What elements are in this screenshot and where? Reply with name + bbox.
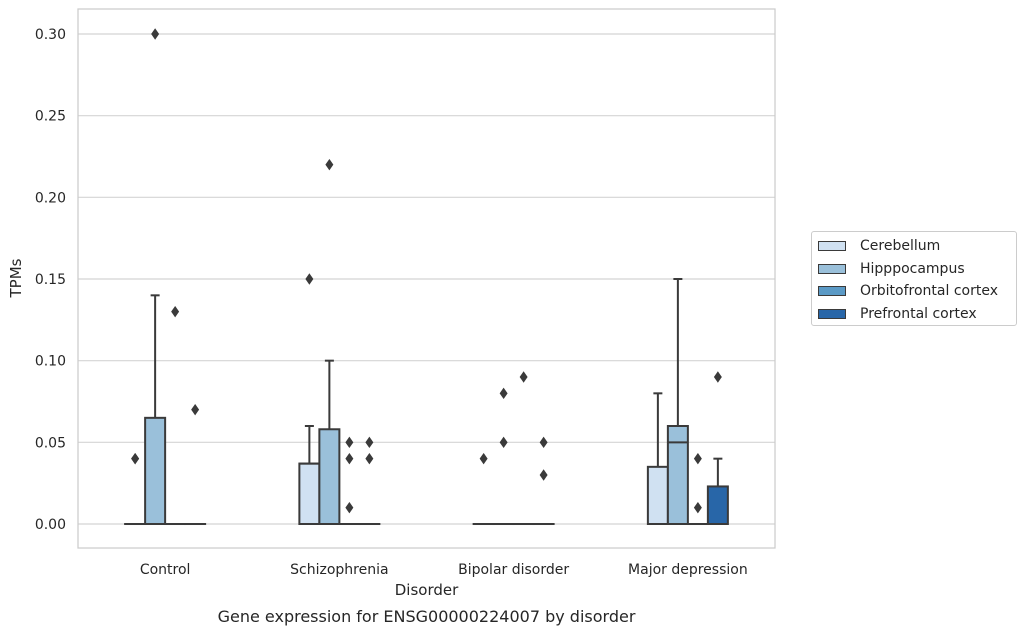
outlier-point xyxy=(694,454,701,464)
box-plot xyxy=(708,372,728,524)
y-axis-label: TPMs xyxy=(7,258,25,298)
chart-title: Gene expression for ENSG00000224007 by d… xyxy=(218,607,636,626)
box-plot xyxy=(688,454,708,524)
legend-item: Prefrontal cortex xyxy=(818,304,977,324)
y-tick-label: 0.05 xyxy=(35,435,66,451)
box xyxy=(299,464,319,524)
outlier-point xyxy=(714,372,721,382)
outlier-point xyxy=(540,470,547,480)
legend: Cerebellum Hipppocampus Orbitofrontal cort… xyxy=(811,231,1017,326)
legend-swatch xyxy=(818,264,846,274)
outlier-point xyxy=(346,437,353,447)
box-plot xyxy=(145,29,165,524)
box-plot xyxy=(668,279,688,524)
box xyxy=(668,426,688,524)
outlier-point xyxy=(192,405,199,415)
outlier-point xyxy=(694,503,701,513)
outlier-point xyxy=(500,388,507,398)
box xyxy=(319,429,339,524)
outlier-point xyxy=(306,274,313,284)
x-axis-label: Disorder xyxy=(395,581,459,599)
outlier-point xyxy=(346,454,353,464)
outlier-point xyxy=(172,307,179,317)
x-tick-labels: Control Schizophrenia Bipolar disorder Majo… xyxy=(140,562,748,578)
boxes xyxy=(125,29,728,524)
legend-label: Cerebellum xyxy=(860,238,940,254)
legend-swatch xyxy=(818,241,846,251)
outlier-point xyxy=(480,454,487,464)
box-plot xyxy=(185,405,205,524)
box-plot xyxy=(359,437,379,524)
legend-item: Orbitofrontal cortex xyxy=(818,281,998,301)
box-plot xyxy=(125,454,145,524)
outlier-point xyxy=(326,160,333,170)
box-plot xyxy=(514,372,534,524)
outlier-point xyxy=(500,437,507,447)
legend-label: Hipppocampus xyxy=(860,261,965,277)
outlier-point xyxy=(346,503,353,513)
y-tick-label: 0.30 xyxy=(35,27,66,43)
box-plot xyxy=(165,307,185,524)
box-plot xyxy=(534,437,554,524)
y-tick-label: 0.10 xyxy=(35,354,66,370)
y-tick-label: 0.20 xyxy=(35,190,66,206)
x-tick-label: Control xyxy=(140,562,191,578)
box-plot xyxy=(494,388,514,524)
box-plot xyxy=(474,454,494,524)
box xyxy=(708,486,728,524)
box xyxy=(145,418,165,524)
y-tick-label: 0.25 xyxy=(35,109,66,125)
x-tick-label: Schizophrenia xyxy=(290,562,388,578)
legend-item: Hipppocampus xyxy=(818,259,965,279)
legend-label: Prefrontal cortex xyxy=(860,306,977,322)
box-plot xyxy=(648,393,668,524)
box-plot xyxy=(319,160,339,524)
legend-label: Orbitofrontal cortex xyxy=(860,283,998,299)
outlier-point xyxy=(366,437,373,447)
outlier-point xyxy=(520,372,527,382)
box xyxy=(648,467,668,524)
x-tick-label: Bipolar disorder xyxy=(458,562,569,578)
outlier-point xyxy=(152,29,159,39)
y-tick-label: 0.00 xyxy=(35,517,66,533)
legend-swatch xyxy=(818,286,846,296)
y-tick-labels: 0.00 0.05 0.10 0.15 0.20 0.25 0.30 xyxy=(35,27,66,533)
outlier-point xyxy=(540,437,547,447)
box-plot xyxy=(339,437,359,524)
x-tick-label: Major depression xyxy=(628,562,748,578)
outlier-point xyxy=(366,454,373,464)
legend-item: Cerebellum xyxy=(818,236,940,256)
box-plot xyxy=(299,274,319,524)
legend-swatch xyxy=(818,309,846,319)
y-tick-label: 0.15 xyxy=(35,272,66,288)
outlier-point xyxy=(132,454,139,464)
